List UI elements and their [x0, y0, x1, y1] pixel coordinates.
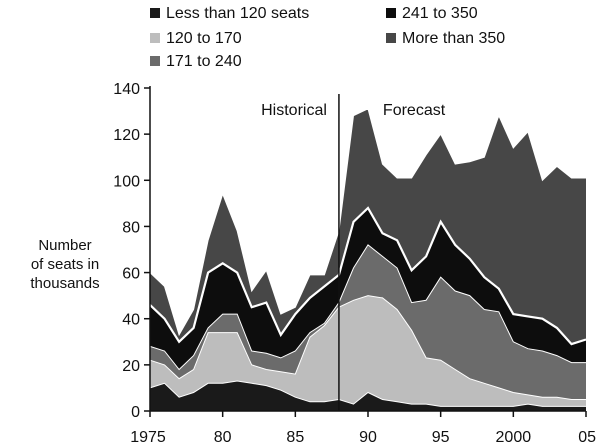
legend-label: Less than 120 seats — [166, 5, 310, 22]
area-series-3 — [150, 208, 586, 370]
y-tick-label: 60 — [122, 266, 140, 283]
y-axis-title-line: of seats in — [30, 256, 100, 273]
x-tick-label: 95 — [432, 429, 450, 446]
areas-layer — [150, 108, 586, 411]
legend-item-120-to-170: 120 to 170 — [150, 30, 242, 48]
area-series-0 — [150, 381, 586, 411]
y-tick-label: 120 — [113, 127, 140, 144]
y-axis-title: Number of seats in thousands — [4, 236, 126, 293]
x-tick-label: 2000 — [496, 429, 532, 446]
series-boundary-0 — [149, 380, 586, 407]
legend-swatch — [386, 8, 396, 18]
legend-label: 120 to 170 — [166, 30, 242, 47]
legend-swatch — [150, 33, 160, 43]
historical-annotation: Historical — [261, 102, 327, 119]
y-tick-label: 20 — [122, 358, 140, 375]
y-tick-label: 80 — [122, 219, 140, 236]
legend-item-less-than-120: Less than 120 seats — [150, 5, 309, 23]
y-tick-label: 0 — [131, 404, 140, 421]
y-tick-label: 40 — [122, 312, 140, 329]
legend-item-171-to-240: 171 to 240 — [150, 53, 242, 71]
y-axis-title-line: Number — [38, 237, 92, 254]
series-boundary-2 — [149, 244, 586, 371]
x-tick-label: 05 — [578, 429, 596, 446]
series-boundary-3 — [149, 206, 587, 346]
legend-item-more-than-350: More than 350 — [386, 30, 505, 48]
legend-swatch — [150, 8, 160, 18]
legend-label: 241 to 350 — [402, 5, 478, 22]
area-series-4 — [150, 108, 586, 345]
y-tick-label: 100 — [113, 173, 140, 190]
y-axis-title-line: thousands — [30, 275, 100, 292]
legend-item-241-to-350: 241 to 350 — [386, 5, 478, 23]
axes: 0 20 40 60 80 100 120 140 1975 80 85 90 95 2000 05 — [113, 81, 596, 446]
x-tick-label: 90 — [359, 429, 377, 446]
legend-swatch — [386, 33, 396, 43]
x-tick-label: 80 — [214, 429, 232, 446]
y-tick-label: 140 — [113, 81, 140, 98]
x-tick-label: 85 — [286, 429, 304, 446]
annotations-layer: Historical Forecast — [261, 94, 446, 411]
legend-swatch — [150, 56, 160, 66]
area-series-2 — [150, 244, 586, 400]
series-boundary-1 — [149, 295, 586, 400]
area-series-1 — [150, 295, 586, 407]
boundary-lines — [149, 108, 587, 407]
legend-label: 171 to 240 — [166, 53, 242, 70]
series-boundary-4 — [149, 108, 586, 337]
legend-label: More than 350 — [402, 30, 506, 47]
x-tick-label: 1975 — [130, 429, 166, 446]
forecast-annotation: Forecast — [383, 102, 446, 119]
